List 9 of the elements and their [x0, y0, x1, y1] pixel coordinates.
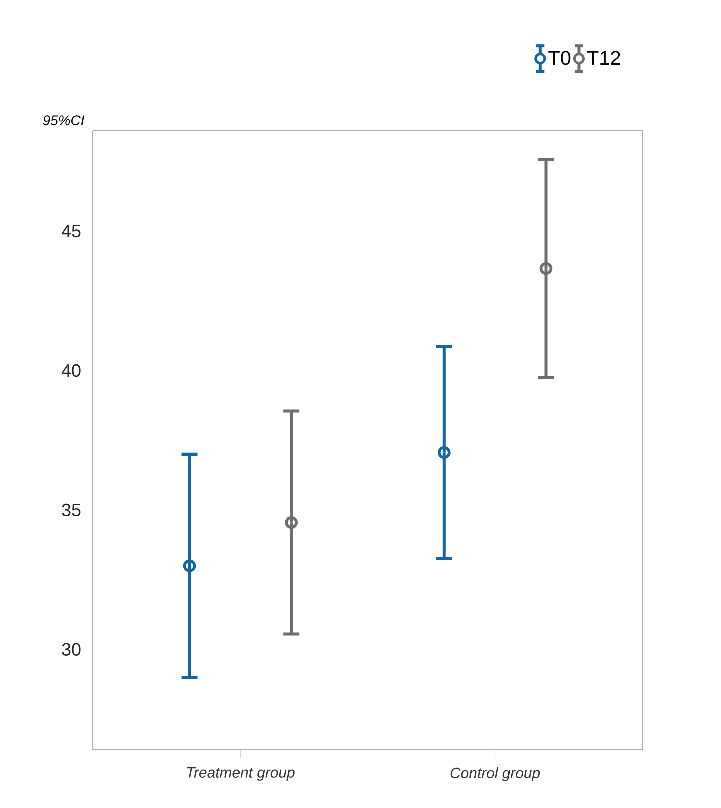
- x-tick-label: Treatment group: [187, 768, 295, 781]
- y-tick-label: 35: [62, 504, 81, 517]
- y-axis-title: 95%CI: [43, 116, 85, 126]
- legend-label: T12: [587, 51, 620, 66]
- y-tick-label: 45: [62, 225, 81, 238]
- x-tick-label: Control group: [450, 768, 540, 782]
- y-tick-label: 40: [62, 364, 81, 378]
- y-tick-label: 30: [62, 643, 81, 656]
- legend-label: T0: [548, 51, 571, 66]
